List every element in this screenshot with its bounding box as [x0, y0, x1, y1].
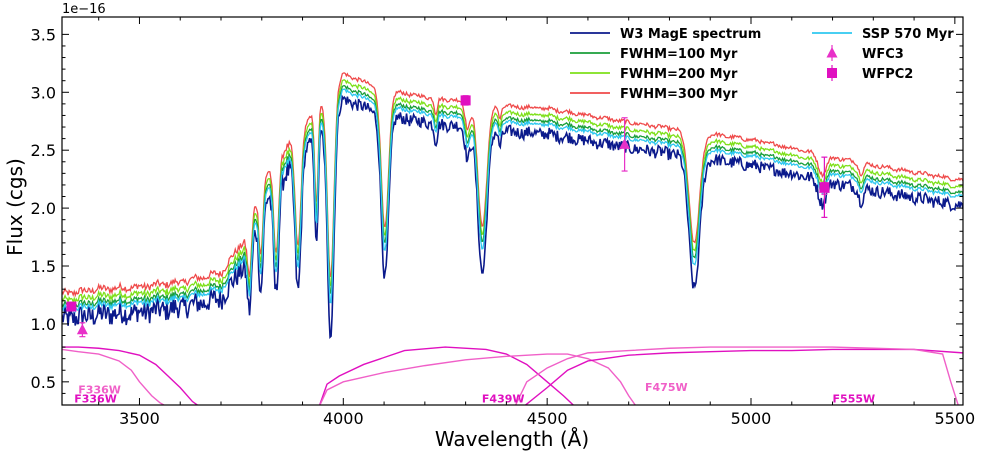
svg-text:FWHM=300 Myr: FWHM=300 Myr — [620, 87, 738, 102]
filter-curve-f336w-1 — [62, 348, 166, 405]
wfc3-point-0 — [76, 322, 88, 338]
filter-label-f439w-2: F439W — [482, 393, 525, 406]
svg-text:FWHM=100 Myr: FWHM=100 Myr — [620, 47, 738, 62]
svg-text:WFC3: WFC3 — [862, 47, 904, 62]
svg-text:WFPC2: WFPC2 — [862, 67, 913, 82]
series-line-fwhm-300-myr — [62, 72, 963, 298]
x-tick-label-5500: 5500 — [934, 409, 975, 428]
wfpc2-point-2 — [819, 156, 830, 218]
wfpc2-point-0 — [66, 301, 77, 312]
filter-label-f475w-3: F475W — [645, 381, 688, 394]
y-axis-label: Flux (cgs) — [3, 158, 27, 256]
legend-item-wfpc2: WFPC2 — [827, 65, 913, 82]
y-offset-label: 1e−16 — [62, 2, 106, 17]
wfc3-point-1 — [619, 117, 631, 172]
legend: W3 MagE spectrum FWHM=100 Myr FWHM=200 Myr… — [570, 27, 954, 102]
filter-label-f336w-1: F336W — [74, 393, 117, 406]
svg-text:FWHM=200 Myr: FWHM=200 Myr — [620, 67, 738, 82]
y-tick-label-4: 2.5 — [31, 141, 56, 160]
x-axis-label: Wavelength (Å) — [435, 427, 589, 451]
y-tick-label-2: 1.5 — [31, 257, 56, 276]
filter-label-f555w-4: F555W — [833, 393, 876, 406]
y-tick-label-0: 0.5 — [31, 373, 56, 392]
svg-text:W3 MagE spectrum: W3 MagE spectrum — [620, 27, 761, 42]
filter-curve-f475w-3 — [319, 353, 637, 405]
legend-item-fwhm-200-myr: FWHM=200 Myr — [570, 67, 738, 82]
plot-clip-group — [62, 72, 963, 405]
legend-item-fwhm-100-myr: FWHM=100 Myr — [570, 47, 738, 62]
legend-item-wfc3: WFC3 — [826, 45, 904, 62]
filter-curve-f336w-0 — [62, 346, 199, 405]
x-tick-label-4500: 4500 — [527, 409, 568, 428]
wfpc2-point-1 — [460, 95, 471, 106]
y-tick-label-6: 3.5 — [31, 25, 56, 44]
x-tick-label-3500: 3500 — [119, 409, 160, 428]
svg-text:SSP 570 Myr: SSP 570 Myr — [862, 27, 954, 42]
filter-curve-f475w-4 — [524, 348, 963, 405]
y-tick-label-5: 3.0 — [31, 83, 56, 102]
legend-item-w3-mage-spectrum: W3 MagE spectrum — [570, 27, 761, 42]
filter-curve-f555w-5 — [514, 346, 959, 405]
legend-item-fwhm-300-myr: FWHM=300 Myr — [570, 87, 738, 102]
series-line-fwhm-100-myr — [62, 84, 963, 311]
series-line-ssp-570-myr — [62, 88, 963, 314]
plot-frame — [61, 16, 964, 406]
y-tick-label-1: 1.0 — [31, 315, 56, 334]
legend-item-ssp-570-myr: SSP 570 Myr — [812, 27, 954, 42]
filter-curve-f439w-2 — [318, 346, 575, 405]
filter-label-f336w-0: F336W — [78, 383, 121, 396]
series-line-w3-mage-spectrum — [62, 94, 963, 339]
x-tick-label-5000: 5000 — [731, 409, 772, 428]
series-line-fwhm-200-myr — [62, 79, 963, 305]
y-tick-label-3: 2.0 — [31, 199, 56, 218]
x-tick-label-4000: 4000 — [323, 409, 364, 428]
